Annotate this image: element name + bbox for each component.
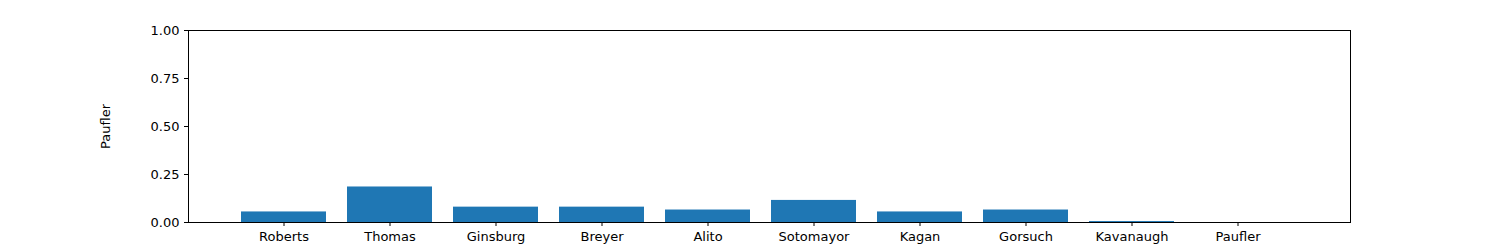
svg-text:Alito: Alito xyxy=(693,229,722,244)
svg-text:Roberts: Roberts xyxy=(259,229,309,244)
svg-text:0.75: 0.75 xyxy=(151,71,180,86)
svg-text:Paufler: Paufler xyxy=(1216,229,1262,244)
svg-text:Thomas: Thomas xyxy=(363,229,416,244)
svg-text:Breyer: Breyer xyxy=(580,229,624,244)
svg-text:0.00: 0.00 xyxy=(151,215,180,230)
svg-text:0.50: 0.50 xyxy=(151,119,180,134)
svg-text:Paufler: Paufler xyxy=(98,103,113,149)
svg-text:Kagan: Kagan xyxy=(900,229,941,244)
svg-text:Ginsburg: Ginsburg xyxy=(467,229,526,244)
svg-text:Gorsuch: Gorsuch xyxy=(999,229,1053,244)
svg-text:1.00: 1.00 xyxy=(151,23,180,38)
svg-text:Sotomayor: Sotomayor xyxy=(779,229,851,244)
svg-text:Kavanaugh: Kavanaugh xyxy=(1096,229,1169,244)
svg-text:0.25: 0.25 xyxy=(151,167,180,182)
